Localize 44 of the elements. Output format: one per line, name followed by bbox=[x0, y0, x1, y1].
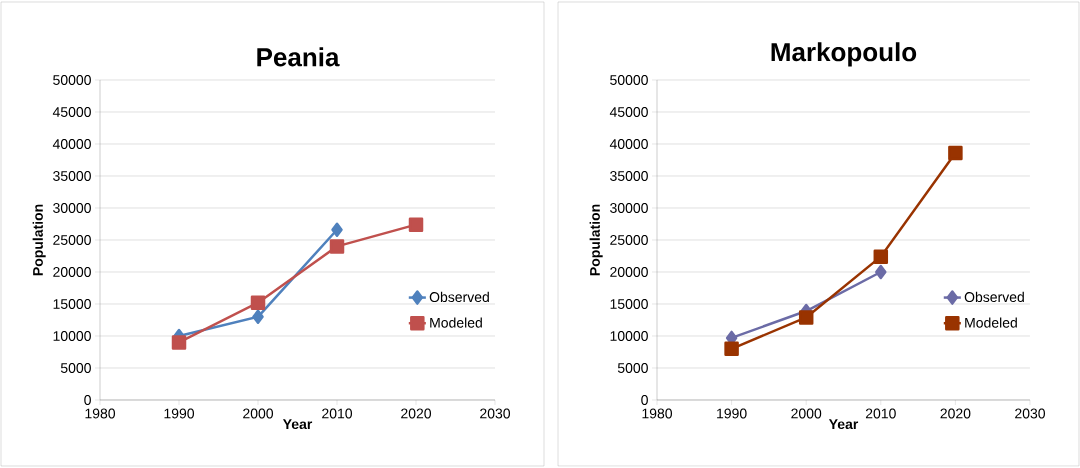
x-tick-label: 1990 bbox=[164, 408, 195, 419]
legend-label: Modeled bbox=[965, 317, 1017, 328]
y-tick-label: 0 bbox=[84, 395, 91, 405]
legend-label: Observed bbox=[964, 291, 1024, 303]
y-tick-label: 35000 bbox=[53, 171, 91, 181]
y-tick-label: 25000 bbox=[53, 235, 91, 245]
y-tick-label: 5000 bbox=[617, 363, 648, 373]
y-tick-label: 50000 bbox=[53, 75, 91, 85]
y-tick-label: 10000 bbox=[53, 331, 91, 341]
x-tick-label: 2000 bbox=[791, 408, 822, 419]
y-tick-label: 5000 bbox=[60, 363, 91, 373]
x-axis-title: Year bbox=[282, 419, 313, 430]
x-tick-label: 1990 bbox=[717, 408, 747, 419]
x-tick-label: 2020 bbox=[401, 408, 432, 419]
y-tick-label: 10000 bbox=[610, 331, 648, 341]
y-tick-label: 45000 bbox=[609, 107, 648, 117]
y-tick-label: 50000 bbox=[610, 75, 648, 85]
y-tick-label: 15000 bbox=[53, 299, 91, 309]
y-tick-label: 45000 bbox=[52, 107, 91, 117]
x-axis-title: Year bbox=[828, 419, 859, 430]
y-tick-label: 0 bbox=[641, 395, 648, 405]
y-tick-label: 30000 bbox=[53, 203, 91, 213]
legend-label: Modeled bbox=[430, 317, 482, 328]
y-axis-title: Population bbox=[589, 204, 603, 276]
x-tick-label: 2030 bbox=[480, 408, 511, 419]
chart-title: Peania bbox=[257, 47, 340, 67]
y-tick-label: 20000 bbox=[53, 267, 91, 277]
y-axis-title: Population bbox=[32, 204, 46, 276]
x-tick-label: 2010 bbox=[322, 408, 353, 419]
y-tick-label: 40000 bbox=[52, 139, 91, 149]
y-tick-label: 30000 bbox=[610, 203, 648, 213]
chart-title: Markopoulo bbox=[771, 42, 917, 67]
x-tick-label: 2000 bbox=[243, 408, 274, 419]
x-tick-label: 2030 bbox=[1015, 408, 1046, 419]
x-tick-label: 2020 bbox=[940, 408, 971, 419]
y-tick-label: 15000 bbox=[610, 299, 648, 309]
x-tick-label: 1980 bbox=[85, 408, 116, 419]
x-tick-label: 1980 bbox=[642, 408, 673, 419]
legend-label: Observed bbox=[429, 291, 489, 303]
y-tick-label: 25000 bbox=[610, 235, 648, 245]
x-tick-label: 2010 bbox=[865, 408, 896, 419]
y-tick-label: 40000 bbox=[609, 139, 648, 149]
y-tick-label: 20000 bbox=[610, 267, 648, 277]
y-tick-label: 35000 bbox=[610, 171, 648, 181]
